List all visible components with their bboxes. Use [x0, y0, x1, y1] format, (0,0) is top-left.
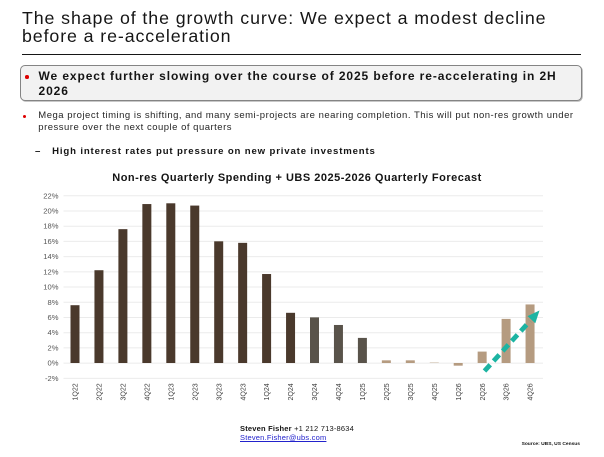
- svg-text:20%: 20%: [43, 207, 58, 216]
- svg-text:4Q26: 4Q26: [528, 383, 535, 400]
- svg-text:1Q26: 1Q26: [456, 383, 463, 400]
- svg-text:4Q22: 4Q22: [144, 383, 151, 400]
- svg-text:8%: 8%: [48, 298, 59, 307]
- svg-text:3Q25: 3Q25: [408, 383, 415, 400]
- svg-text:4%: 4%: [48, 328, 59, 337]
- svg-text:4Q25: 4Q25: [432, 383, 439, 400]
- svg-text:4Q23: 4Q23: [240, 383, 247, 400]
- svg-text:2Q25: 2Q25: [384, 383, 391, 400]
- svg-text:1Q25: 1Q25: [360, 383, 367, 400]
- svg-text:-2%: -2%: [45, 374, 59, 383]
- svg-text:16%: 16%: [43, 237, 58, 246]
- svg-text:1Q23: 1Q23: [168, 383, 175, 400]
- svg-text:10%: 10%: [43, 283, 58, 292]
- svg-text:22%: 22%: [43, 191, 58, 200]
- svg-text:2%: 2%: [48, 343, 59, 352]
- svg-text:14%: 14%: [43, 252, 58, 261]
- svg-text:6%: 6%: [48, 313, 59, 322]
- svg-text:2Q22: 2Q22: [97, 383, 104, 400]
- svg-text:3Q22: 3Q22: [121, 383, 128, 400]
- svg-text:3Q23: 3Q23: [216, 383, 223, 400]
- svg-text:18%: 18%: [43, 222, 58, 231]
- svg-text:2Q24: 2Q24: [288, 383, 295, 400]
- svg-text:1Q22: 1Q22: [73, 383, 80, 400]
- svg-text:0%: 0%: [48, 359, 59, 368]
- svg-text:12%: 12%: [43, 267, 58, 276]
- svg-text:1Q24: 1Q24: [264, 383, 271, 400]
- svg-text:2Q23: 2Q23: [192, 383, 199, 400]
- svg-text:2Q26: 2Q26: [480, 383, 487, 400]
- svg-text:3Q26: 3Q26: [504, 383, 511, 400]
- svg-text:4Q24: 4Q24: [336, 383, 343, 400]
- svg-text:3Q24: 3Q24: [312, 383, 319, 400]
